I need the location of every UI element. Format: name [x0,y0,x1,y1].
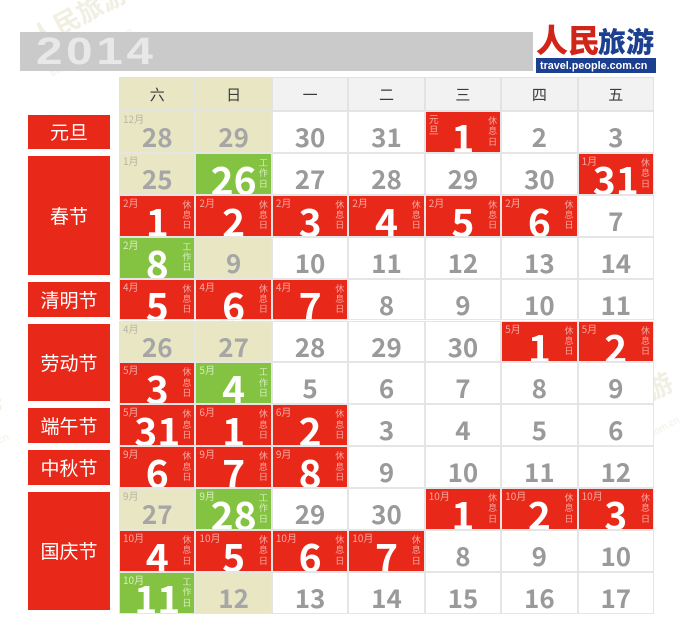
svg-text:travel.people.com.cn: travel.people.com.cn [540,60,647,72]
svg-text:人民: 人民 [536,19,600,62]
svg-text:旅游: 旅游 [598,21,654,61]
